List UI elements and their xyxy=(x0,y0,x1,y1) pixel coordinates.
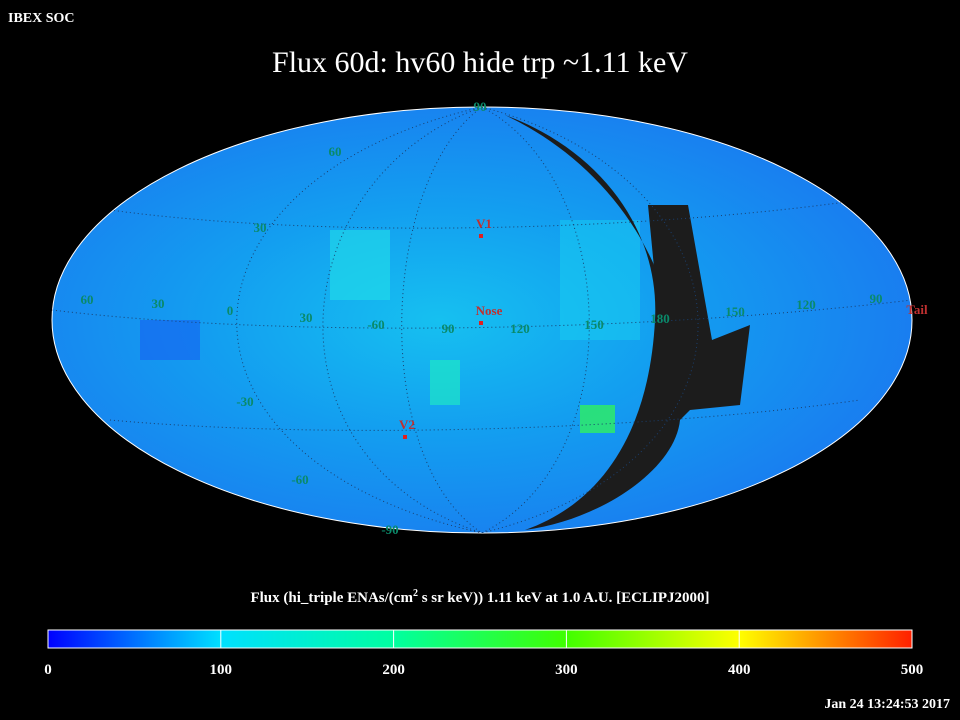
colorbar-tick-label: 500 xyxy=(901,662,924,678)
longitude-label: 90 xyxy=(870,291,883,306)
marker-label: Tail xyxy=(906,302,928,317)
label-part: s sr keV)) 1.11 keV at 1.0 A.U. [ECLIPJ2… xyxy=(418,590,710,606)
longitude-label: 120 xyxy=(510,321,530,336)
colorbar-tick-label: 0 xyxy=(44,662,52,678)
patch xyxy=(560,220,640,340)
label-superscript: 2 xyxy=(413,588,418,599)
latitude-label: -60 xyxy=(291,472,308,487)
colorbar-tick-label: 200 xyxy=(382,662,405,678)
grid-meridian xyxy=(236,107,483,533)
longitude-label: 150 xyxy=(584,317,604,332)
label-part: Flux (hi_triple ENAs/(cm xyxy=(250,590,413,606)
no-data-block xyxy=(648,205,750,430)
marker-dot xyxy=(479,234,483,238)
title: Flux 60d: hv60 hide trp ~1.11 keV xyxy=(272,46,688,79)
longitude-label: 180 xyxy=(650,311,670,326)
no-data-crescent xyxy=(505,115,681,530)
map-texture xyxy=(52,107,912,533)
colorbar-label: Flux (hi_triple ENAs/(cm2 s sr keV)) 1.1… xyxy=(250,588,709,606)
longitude-label: 30 xyxy=(300,310,313,325)
longitude-label: 150 xyxy=(725,304,745,319)
longitude-label: 0 xyxy=(227,303,234,318)
sky-map xyxy=(51,106,913,534)
patch xyxy=(580,405,615,433)
latitude-label: 60 xyxy=(329,144,342,159)
marker-label: V1 xyxy=(476,216,492,231)
colorbar-tick-label: 300 xyxy=(555,662,578,678)
header: IBEX SOC xyxy=(8,11,75,26)
latitude-label: 30 xyxy=(254,220,267,235)
grid-parallel xyxy=(109,399,861,431)
grid-meridian xyxy=(481,107,699,533)
patch xyxy=(140,320,200,360)
longitude-label: 90 xyxy=(442,321,455,336)
grid-parallel xyxy=(109,199,861,229)
marker-dot xyxy=(479,321,483,325)
timestamp: Jan 24 13:24:53 2017 xyxy=(824,697,950,712)
longitude-label: 30 xyxy=(152,296,165,311)
marker-label: Nose xyxy=(476,303,503,318)
colorbar-tick-label: 400 xyxy=(728,662,751,678)
grid-meridian xyxy=(322,107,483,533)
longitude-label: 120 xyxy=(796,297,816,312)
colorbar-tick-label: 100 xyxy=(210,662,233,678)
latitude-label: -90 xyxy=(381,522,398,537)
patch xyxy=(330,230,390,300)
colorbar xyxy=(47,629,913,649)
marker-dot xyxy=(403,435,407,439)
longitude-label: -60 xyxy=(367,317,384,332)
latitude-label: -30 xyxy=(236,394,253,409)
latitude-label: 90 xyxy=(474,99,487,114)
marker-label: V2 xyxy=(399,417,415,432)
longitude-label: 60 xyxy=(81,292,94,307)
patch xyxy=(430,360,460,405)
